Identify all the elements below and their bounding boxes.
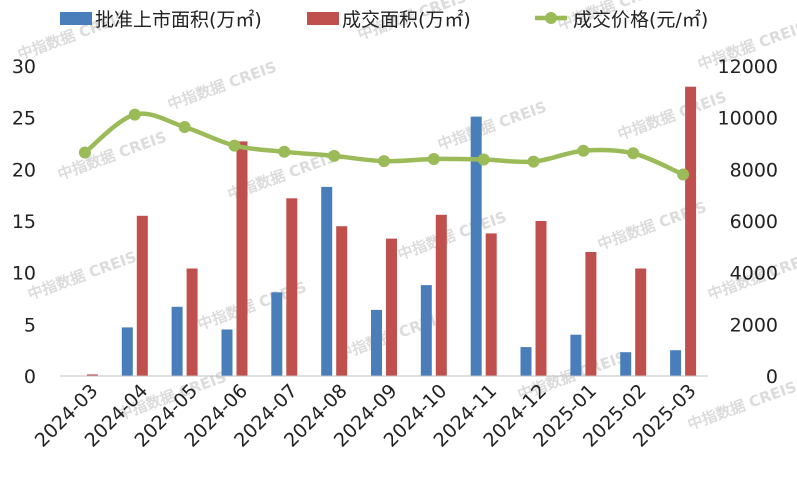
- approved-area-bar: [271, 292, 283, 376]
- right-axis-tick-label: 4000: [730, 263, 778, 285]
- approved-area-bar: [620, 352, 632, 376]
- watermark-text: 中指数据 CREIS: [55, 128, 169, 184]
- transaction-area-bar: [386, 238, 397, 376]
- left-axis-tick-label: 15: [12, 211, 36, 233]
- left-axis-tick-label: 5: [24, 314, 36, 336]
- watermark-text: 中指数据 CREIS: [165, 58, 279, 114]
- transaction-area-bar: [86, 374, 98, 376]
- left-axis-tick-label: 10: [12, 263, 36, 285]
- price-point: [577, 144, 590, 157]
- price-point: [477, 153, 490, 166]
- legend-label: 成交价格(元/㎡): [573, 8, 708, 31]
- right-axis-tick-label: 12000: [718, 56, 778, 78]
- right-axis-tick-label: 2000: [730, 314, 778, 336]
- transaction-area-bar: [485, 233, 497, 376]
- approved-area-bar: [670, 350, 682, 376]
- transaction-area-bar: [336, 226, 348, 376]
- transaction-area-bar: [635, 268, 647, 376]
- price-point: [278, 145, 291, 158]
- price-point: [527, 155, 540, 168]
- approved-area-bar: [371, 309, 382, 376]
- price-point: [677, 168, 690, 181]
- watermark-text: 中指数据 CREIS: [685, 378, 797, 434]
- legend-swatch-marker: [545, 12, 557, 24]
- approved-area-bar: [420, 285, 432, 376]
- transaction-area-bar: [136, 215, 148, 376]
- right-axis-tick-label: 10000: [718, 108, 778, 130]
- left-axis-ticks: 0 5 10 15 20 25 30: [12, 56, 36, 388]
- legend-swatch: [307, 12, 339, 25]
- transaction-area-bar: [585, 252, 597, 376]
- legend: 批准上市面积(万㎡) 成交面积(万㎡) 成交价格(元/㎡): [60, 8, 708, 31]
- price-point: [378, 155, 390, 168]
- price-point: [328, 149, 341, 162]
- bars-layer: [86, 86, 697, 376]
- price-point: [178, 121, 191, 133]
- price-point: [627, 147, 640, 160]
- transaction-area-bar: [435, 214, 447, 376]
- legend-label: 成交面积(万㎡): [342, 8, 471, 31]
- approved-area-bar: [570, 334, 582, 376]
- approved-area-bar: [470, 116, 482, 376]
- left-axis-tick-label: 30: [12, 56, 36, 78]
- price-point: [78, 146, 91, 159]
- approved-area-bar: [121, 327, 133, 376]
- left-axis-tick-label: 25: [12, 108, 36, 130]
- right-axis-tick-label: 0: [766, 366, 778, 388]
- watermark-text: 中指数据 CREIS: [25, 248, 139, 304]
- legend-swatch: [60, 12, 92, 25]
- transaction-area-bar: [286, 198, 298, 376]
- price-point: [128, 108, 141, 121]
- approved-area-bar: [520, 347, 532, 376]
- transaction-area-bar: [685, 86, 697, 376]
- price-line-layer: [78, 108, 690, 181]
- right-axis-tick-label: 8000: [730, 159, 778, 181]
- watermark-text: 中指数据 CREIS: [435, 98, 549, 154]
- right-axis-ticks: 0 2000 4000 6000 8000 10000 12000: [718, 56, 778, 388]
- watermark-text: 中指数据 CREIS: [615, 88, 729, 144]
- transaction-area-bar: [186, 268, 198, 376]
- transaction-area-bar: [535, 221, 547, 376]
- left-axis-tick-label: 0: [24, 366, 36, 388]
- transaction-area-bar: [236, 141, 248, 376]
- left-axis-tick-label: 20: [12, 159, 36, 181]
- approved-area-bar: [321, 186, 333, 376]
- approved-area-bar: [171, 306, 183, 376]
- price-point: [427, 153, 440, 165]
- approved-area-bar: [221, 329, 233, 376]
- legend-label: 批准上市面积(万㎡): [95, 8, 262, 31]
- x-axis-ticks: 2024-032024-042024-052024-062024-072024-…: [31, 380, 701, 452]
- price-point: [228, 139, 241, 152]
- right-axis-tick-label: 6000: [730, 211, 778, 233]
